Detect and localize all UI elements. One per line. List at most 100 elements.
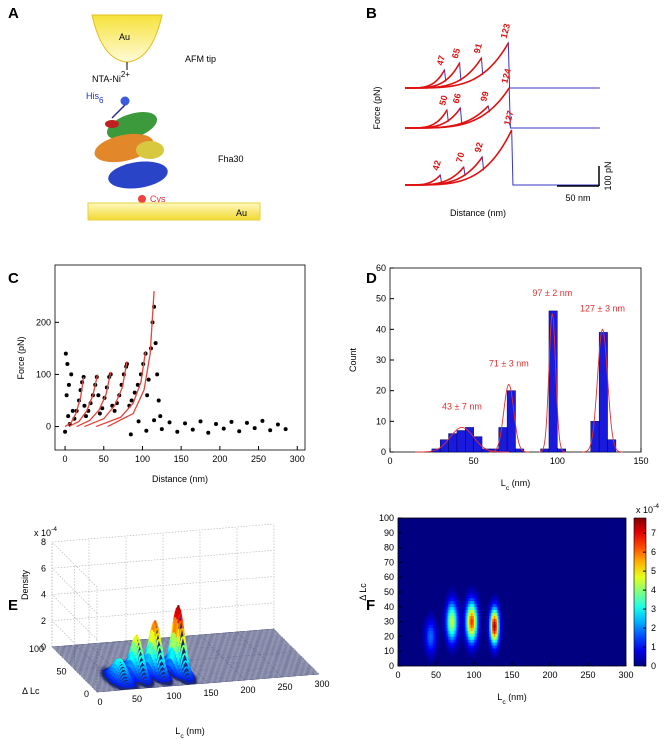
heat-cell — [490, 612, 493, 616]
surface-segment — [146, 678, 149, 681]
heat-cell — [446, 618, 449, 622]
heat-cell — [432, 615, 435, 619]
heat-cell — [445, 627, 447, 631]
heat-cell — [498, 606, 501, 611]
surface-segment — [136, 645, 140, 651]
surface-segment — [133, 636, 138, 643]
peak-label: 92 — [473, 141, 485, 153]
heat-cell — [454, 615, 457, 619]
heat-cell — [431, 648, 434, 652]
heat-cell — [434, 645, 437, 649]
heat-cell — [496, 621, 499, 625]
surface-segment — [168, 678, 171, 682]
heat-cell — [499, 609, 502, 614]
fit-label: 97 ± 2 nm — [532, 288, 572, 298]
heat-cell — [501, 624, 504, 628]
surface-segment — [115, 661, 119, 665]
heat-cell — [466, 606, 469, 611]
heat-cell — [472, 600, 475, 605]
surface-segment — [170, 669, 174, 674]
heat-cell — [451, 648, 454, 652]
tip-caption: AFM tip — [185, 54, 216, 64]
heat-cell — [492, 618, 495, 622]
heat-cell — [489, 651, 492, 655]
y-tick-label: 20 — [376, 386, 386, 396]
surface-row — [52, 629, 275, 649]
heat-cell — [467, 651, 470, 655]
heat-cell — [490, 642, 493, 646]
heat-cell — [448, 592, 450, 596]
x-tick-label: 100 — [466, 670, 481, 680]
heat-cell — [442, 612, 444, 616]
heat-cell — [425, 645, 428, 649]
surface-segment — [177, 614, 181, 624]
colorbar-tick-label: 0 — [651, 661, 656, 671]
heat-cell — [464, 609, 467, 614]
y-tick-label: 50 — [384, 587, 394, 597]
data-point — [136, 419, 141, 424]
heat-cell — [449, 648, 452, 652]
heat-cell — [463, 597, 466, 602]
heat-cell — [460, 606, 463, 611]
surface-segment — [148, 641, 152, 654]
x-tick-label: 100 — [550, 456, 565, 466]
heat-cell — [467, 645, 470, 649]
heat-cell — [431, 651, 434, 655]
heat-cell — [446, 603, 449, 608]
heat-cell — [445, 615, 447, 619]
heat-cell — [486, 618, 488, 622]
heat-cell — [477, 636, 479, 640]
heat-cell — [469, 630, 472, 634]
heat-cell — [434, 639, 437, 643]
surface-segment — [151, 645, 155, 658]
y-tick-label: 100 — [36, 369, 51, 379]
heat-cell — [474, 586, 476, 590]
data-point — [152, 418, 157, 423]
heat-cell — [426, 615, 429, 619]
heat-cell — [472, 612, 475, 616]
heat-cell — [455, 639, 458, 643]
heat-cell — [431, 630, 434, 634]
heat-cell — [475, 636, 478, 640]
heat-cell — [446, 592, 449, 596]
heat-cell — [470, 651, 473, 655]
heat-cell — [474, 654, 476, 658]
heat-cell — [446, 615, 449, 619]
heat-cell — [434, 615, 437, 619]
surface-segment — [179, 674, 183, 679]
heat-cell — [445, 624, 447, 628]
surface-segment — [161, 680, 165, 683]
plot-frame — [54, 264, 306, 451]
surface-segment — [156, 646, 160, 652]
heat-cell — [455, 618, 458, 622]
surface-segment — [107, 676, 110, 679]
surface-segment — [176, 652, 181, 662]
heat-cell — [501, 630, 504, 634]
heat-cell — [437, 633, 440, 637]
heat-cell — [464, 624, 467, 628]
surface-segment — [134, 673, 138, 678]
heat-cell — [472, 642, 475, 646]
surface-segment — [166, 673, 170, 678]
heat-cell — [426, 621, 429, 625]
bar — [465, 427, 474, 453]
surface-segment — [129, 660, 133, 668]
heat-cell — [478, 639, 481, 643]
surface-segment — [133, 657, 137, 666]
surface-segment — [124, 669, 128, 673]
heat-cell — [492, 630, 495, 634]
heat-cell — [428, 615, 431, 619]
y-axis-label: Δ Lc — [358, 583, 368, 601]
surface-segment — [146, 653, 151, 663]
surface-segment — [136, 668, 140, 674]
surface-segment — [176, 675, 180, 679]
surface-segment — [159, 675, 163, 679]
surface-segment — [172, 663, 176, 671]
heat-cell — [470, 645, 473, 649]
z-axis-label: Density — [20, 569, 30, 600]
heat-cell — [487, 606, 490, 611]
y-tick-label: 200 — [36, 317, 51, 327]
grid-line — [51, 549, 275, 569]
heat-cell — [431, 645, 434, 649]
heat-cell — [436, 621, 438, 625]
